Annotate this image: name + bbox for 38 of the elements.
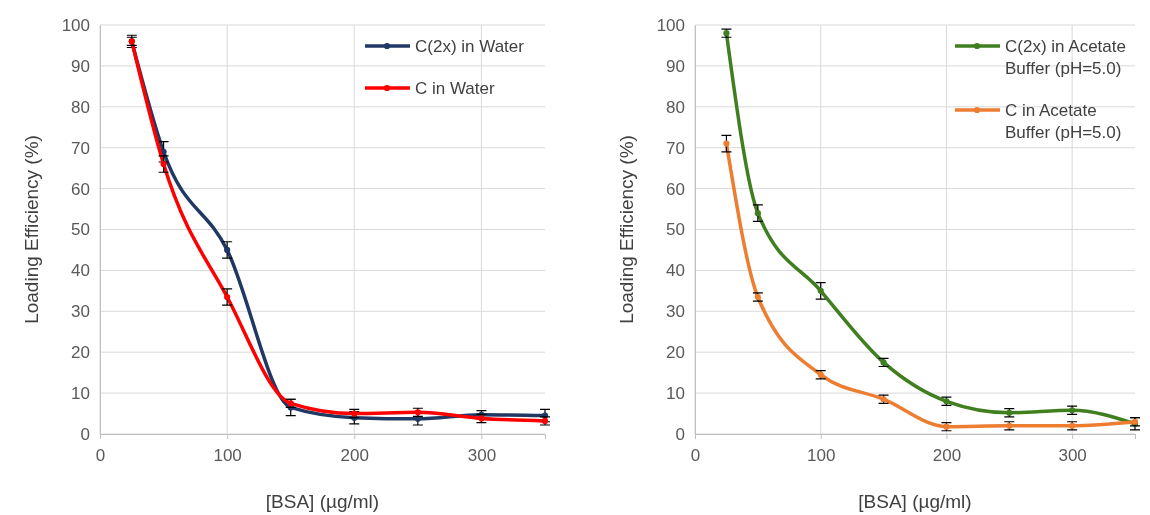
y-tick-label: 50 bbox=[71, 220, 90, 240]
y-tick-label: 40 bbox=[71, 261, 90, 281]
legend-label: C in Water bbox=[415, 79, 495, 98]
x-tick-label: 300 bbox=[1058, 445, 1087, 465]
x-tick-label: 300 bbox=[467, 445, 497, 465]
x-tick-label: 100 bbox=[213, 445, 242, 465]
x-tick-label: 200 bbox=[340, 445, 369, 465]
y-tick-label: 70 bbox=[71, 138, 90, 158]
y-tick-label: 70 bbox=[666, 138, 685, 158]
y-tick-label: 20 bbox=[71, 343, 90, 363]
y-axis-title: Loading Efficiency (%) bbox=[616, 135, 637, 324]
y-tick-label: 10 bbox=[71, 384, 90, 404]
y-tick-label: 10 bbox=[666, 384, 685, 404]
x-tick-label: 200 bbox=[932, 445, 962, 465]
legend-label: C in Acetate Buffer (pH=5.0) bbox=[1005, 101, 1122, 143]
y-tick-label: 0 bbox=[80, 424, 90, 444]
y-tick-label: 20 bbox=[666, 343, 685, 363]
y-tick-label: 30 bbox=[71, 302, 90, 322]
y-tick-label: 60 bbox=[71, 179, 90, 199]
y-tick-label: 80 bbox=[71, 97, 90, 117]
y-tick-label: 40 bbox=[666, 261, 685, 281]
x-tick-label: 0 bbox=[690, 445, 701, 465]
y-tick-label: 0 bbox=[675, 424, 685, 444]
x-tick-label: 100 bbox=[807, 445, 836, 465]
legend-label: C(2x) in Water bbox=[415, 37, 525, 56]
y-tick-label: 100 bbox=[656, 15, 685, 35]
x-axis-title: [BSA] (µg/ml) bbox=[858, 491, 972, 512]
legend-label: C(2x) in Acetate Buffer (pH=5.0) bbox=[1005, 37, 1126, 79]
y-tick-label: 100 bbox=[61, 15, 90, 35]
x-axis-title: [BSA] (µg/ml) bbox=[265, 491, 380, 512]
y-tick-label: 50 bbox=[666, 220, 685, 240]
y-tick-label: 90 bbox=[71, 56, 90, 76]
x-tick-label: 0 bbox=[95, 445, 106, 465]
y-tick-label: 90 bbox=[666, 56, 685, 76]
y-tick-label: 80 bbox=[666, 97, 685, 117]
y-tick-label: 60 bbox=[666, 179, 685, 199]
y-tick-label: 30 bbox=[666, 302, 685, 322]
y-axis-title: Loading Efficiency (%) bbox=[21, 135, 42, 324]
